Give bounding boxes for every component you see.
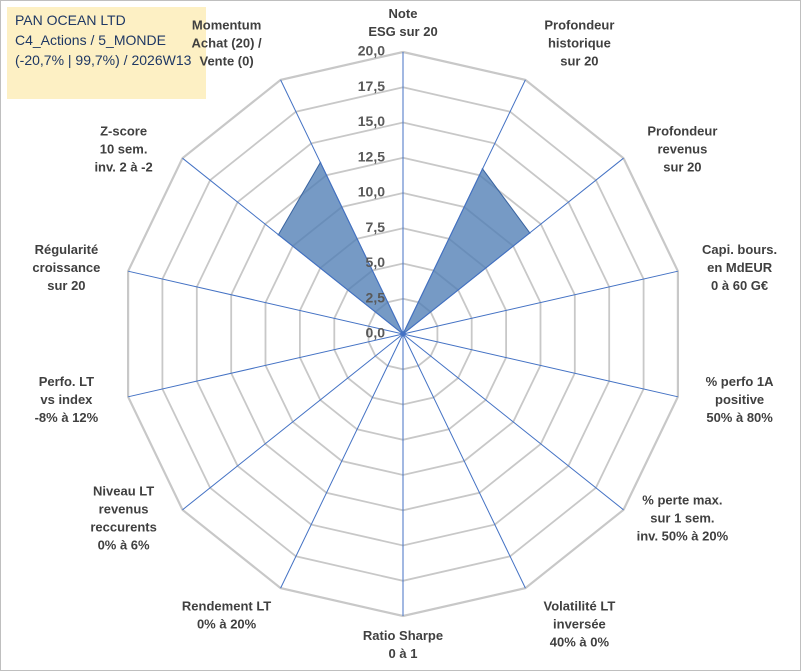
axis-label-line: en MdEUR — [707, 260, 773, 275]
axis-label-line: Z-score — [100, 123, 147, 138]
axis-label: Note ESG sur 20 — [368, 6, 437, 39]
axis-label: Profondeur revenus sur 20 — [647, 123, 717, 174]
axis-label-line: 10 sem. — [100, 141, 148, 156]
axis-label: Régularité croissance sur 20 — [32, 242, 100, 293]
tick-label: 5,0 — [366, 254, 386, 270]
series-area — [277, 161, 531, 336]
portfolio-category: C4_Actions / 5_MONDE — [15, 32, 166, 48]
axis-label-line: 0 à 1 — [389, 646, 418, 661]
axis-label-line: inv. 50% à 20% — [637, 529, 729, 544]
axis-spoke — [182, 333, 404, 511]
axis-label-line: vs index — [40, 392, 93, 407]
axis-spoke — [280, 333, 404, 589]
axis-spoke — [402, 157, 624, 335]
axis-label-line: -8% à 12% — [35, 410, 99, 425]
performance-range-week: (-20,7% | 99,7%) / 2026W13 — [15, 52, 192, 68]
axis-label-line: Profondeur — [647, 123, 717, 138]
axis-label: Perfo. LT vs index -8% à 12% — [35, 374, 99, 425]
axis-label-line: 0 à 60 G€ — [711, 278, 768, 293]
axis-label-line: 0% à 20% — [197, 617, 257, 632]
axis-spoke — [402, 333, 679, 398]
axis-label: Z-score 10 sem. inv. 2 à -2 — [94, 123, 152, 174]
axis-label-line: Régularité — [35, 242, 99, 257]
axis-label: Rendement LT 0% à 20% — [182, 599, 271, 632]
tick-label: 10,0 — [358, 184, 385, 200]
tick-label: 12,5 — [358, 149, 385, 165]
axis-label-line: ESG sur 20 — [368, 24, 437, 39]
axis-label-line: revenus — [99, 502, 149, 517]
axis-labels: Note ESG sur 20 Profondeur historique sur 20… — [32, 6, 777, 661]
axis-spoke — [182, 157, 404, 335]
axis-spoke — [280, 79, 404, 335]
axis-label-line: Capi. bours. — [702, 242, 777, 257]
axis-label-line: sur 20 — [560, 53, 598, 68]
company-name: PAN OCEAN LTD — [15, 12, 126, 28]
axis-label-line: positive — [715, 392, 764, 407]
axis-spoke — [402, 270, 679, 335]
radar-spokes — [127, 52, 679, 616]
axis-label-line: Rendement LT — [182, 599, 271, 614]
axis-label-line: Vente (0) — [200, 53, 254, 68]
axis-label-line: historique — [548, 35, 611, 50]
tick-label: 2,5 — [366, 290, 386, 306]
axis-spoke — [402, 79, 526, 335]
tick-label: 20,0 — [358, 43, 385, 59]
axis-spoke — [402, 333, 526, 589]
axis-label-line: Perfo. LT — [39, 374, 94, 389]
chart-title-box: PAN OCEAN LTD C4_Actions / 5_MONDE (-20,… — [7, 7, 206, 99]
axis-label-line: 50% à 80% — [706, 410, 773, 425]
axis-label: Ratio Sharpe 0 à 1 — [363, 628, 443, 661]
axis-label-line: Ratio Sharpe — [363, 628, 443, 643]
axis-label: Volatilité LT inversée 40% à 0% — [544, 599, 616, 650]
axis-spoke — [127, 270, 404, 335]
axis-label: Niveau LT revenus reccurents 0% à 6% — [90, 484, 156, 553]
axis-label-line: % perfo 1A — [706, 374, 775, 389]
axis-label: % perfo 1A positive 50% à 80% — [706, 374, 775, 425]
axis-label-line: Momentum — [192, 17, 261, 32]
axis-label-line: sur 1 sem. — [650, 511, 714, 526]
axis-label-line: sur 20 — [663, 159, 701, 174]
axis-spoke — [127, 333, 404, 398]
tick-label: 7,5 — [366, 219, 386, 235]
axis-label-line: Niveau LT — [93, 484, 154, 499]
axis-label-line: Profondeur — [544, 17, 614, 32]
tick-label: 17,5 — [358, 78, 385, 94]
axis-label-line: inversée — [553, 617, 606, 632]
axis-label: % perte max. sur 1 sem. inv. 50% à 20% — [637, 493, 729, 544]
axis-label-line: % perte max. — [642, 493, 722, 508]
axis-label-line: Achat (20) / — [192, 35, 262, 50]
axis-label-line: reccurents — [90, 520, 156, 535]
axis-label: Profondeur historique sur 20 — [544, 17, 614, 68]
axis-label-line: croissance — [32, 260, 100, 275]
axis-spoke — [402, 333, 624, 511]
axis-label-line: inv. 2 à -2 — [94, 159, 152, 174]
axis-label-line: Volatilité LT — [544, 599, 616, 614]
axis-label-line: sur 20 — [47, 278, 85, 293]
radar-series — [277, 161, 531, 336]
radial-tick-labels: 0,0 2,5 5,0 7,5 10,0 12,5 15,0 17,5 20,0 — [358, 43, 385, 341]
tick-label: 15,0 — [358, 113, 385, 129]
axis-label-line: Note — [389, 6, 418, 21]
tick-label: 0,0 — [366, 325, 386, 341]
axis-label-line: 0% à 6% — [98, 538, 150, 553]
axis-label-line: revenus — [657, 141, 707, 156]
axis-label: Capi. bours. en MdEUR 0 à 60 G€ — [702, 242, 777, 293]
axis-label: Momentum Achat (20) / Vente (0) — [192, 17, 262, 68]
axis-label-line: 40% à 0% — [550, 635, 610, 650]
